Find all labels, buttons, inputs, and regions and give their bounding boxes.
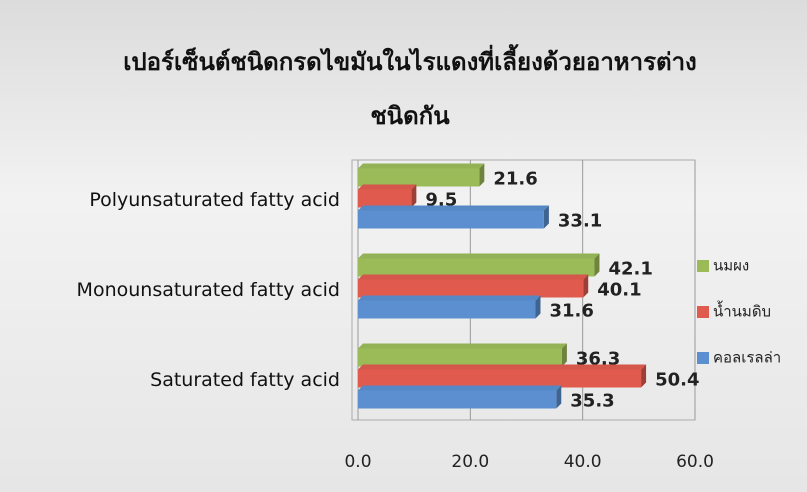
data-label: 42.1 xyxy=(608,259,652,280)
bar-side xyxy=(561,343,567,367)
data-label: 40.1 xyxy=(597,280,641,301)
y-tick-label: Polyunsaturated fatty acid xyxy=(89,189,340,211)
x-tick-label: 60.0 xyxy=(676,452,714,472)
legend-swatch xyxy=(697,260,709,272)
bar xyxy=(358,390,557,409)
bar-side xyxy=(535,295,541,319)
bar-side xyxy=(411,184,417,208)
data-label: 36.3 xyxy=(576,349,620,370)
bar-top xyxy=(358,205,549,211)
legend-swatch xyxy=(697,352,709,364)
bar-top xyxy=(358,385,562,391)
bar xyxy=(358,300,536,319)
x-tick-label: 40.0 xyxy=(564,452,602,472)
bar-top xyxy=(358,163,485,169)
bar xyxy=(358,348,562,367)
bar-side xyxy=(594,253,600,277)
bar-top xyxy=(358,343,567,349)
bar-top xyxy=(358,364,647,370)
bar-side xyxy=(556,385,562,409)
y-tick-label: Monounsaturated fatty acid xyxy=(76,279,340,301)
bar-side xyxy=(583,274,589,298)
bar xyxy=(358,168,480,187)
x-tick-label: 0.0 xyxy=(344,452,371,472)
bar-side xyxy=(543,205,549,229)
bar xyxy=(358,369,642,388)
bar-side xyxy=(479,163,485,187)
legend-label: นมผง xyxy=(713,257,749,275)
bar-side xyxy=(641,364,647,388)
data-label: 21.6 xyxy=(493,169,537,190)
data-label: 31.6 xyxy=(549,301,593,322)
legend-label: คอลเรลล่า xyxy=(713,349,781,367)
x-tick-label: 20.0 xyxy=(451,452,489,472)
bar xyxy=(358,258,595,277)
chart-title: เปอร์เซ็นต์ชนิดกรดไขมันในไรแดงที่เลี้ยงด… xyxy=(123,48,697,130)
y-tick-label: Saturated fatty acid xyxy=(150,369,340,391)
legend-swatch xyxy=(697,306,709,318)
data-label: 35.3 xyxy=(570,391,614,412)
data-label: 9.5 xyxy=(425,190,457,211)
data-label: 33.1 xyxy=(558,211,602,232)
bar xyxy=(358,210,544,229)
bar-top xyxy=(358,184,417,190)
bar-top xyxy=(358,295,541,301)
bar xyxy=(358,279,584,298)
bar-top xyxy=(358,274,589,280)
bar xyxy=(358,189,412,208)
bar-top xyxy=(358,253,600,259)
data-label: 50.4 xyxy=(655,370,699,391)
legend-label: น้ำนมดิบ xyxy=(713,301,771,321)
